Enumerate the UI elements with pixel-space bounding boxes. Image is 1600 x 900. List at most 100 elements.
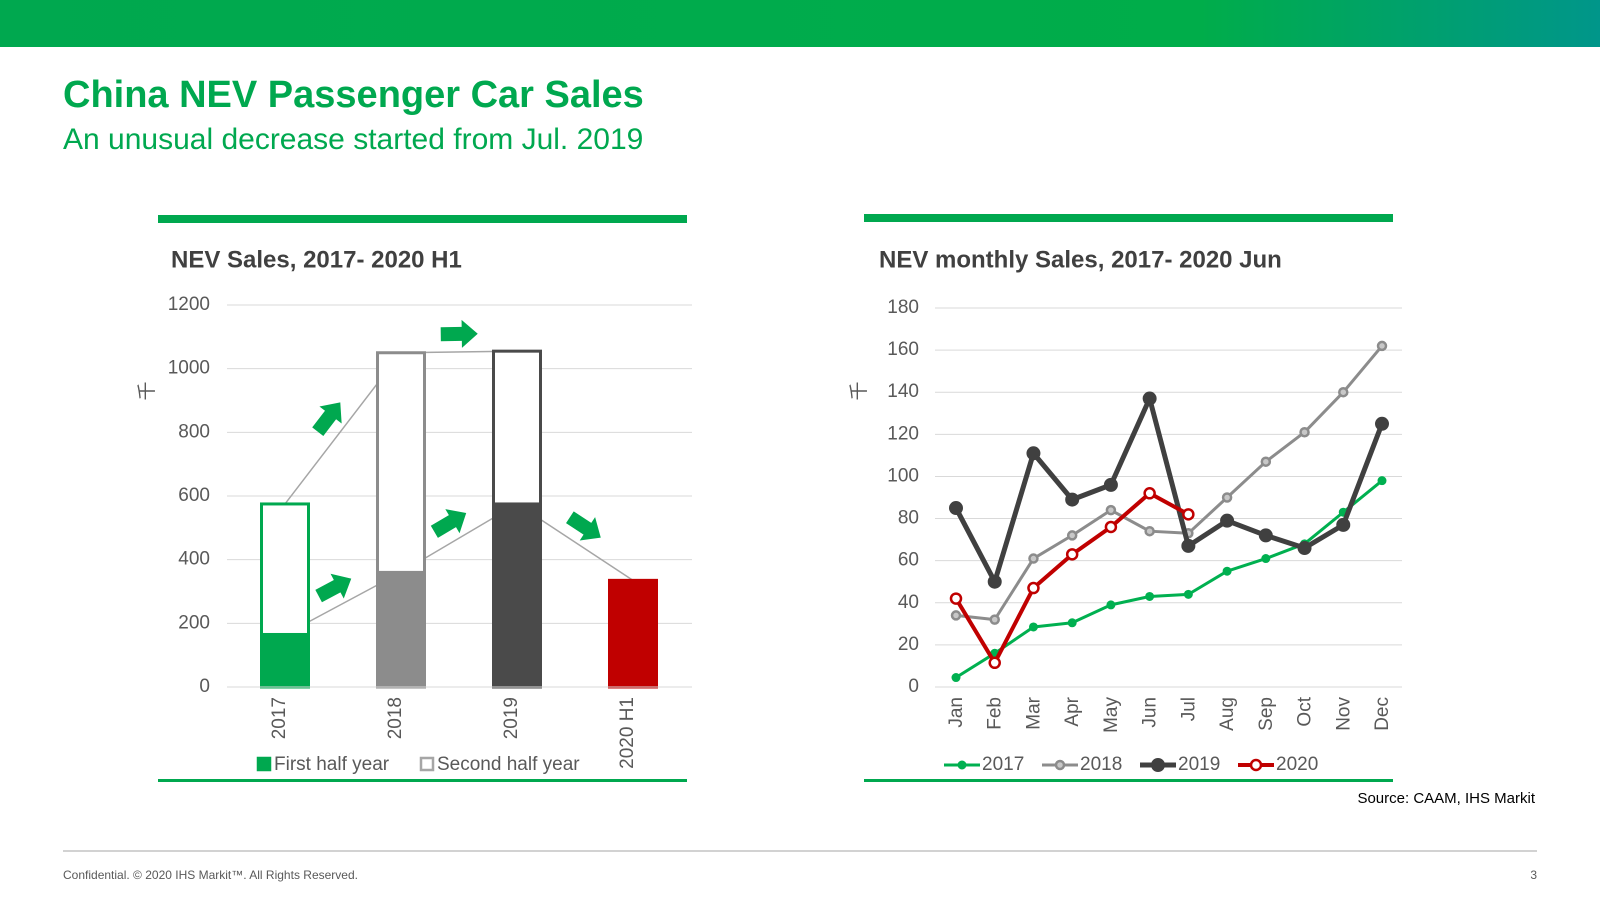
x-tick-label: 2019 bbox=[501, 697, 522, 739]
series-marker bbox=[1182, 508, 1195, 521]
y-tick-label: 60 bbox=[898, 550, 919, 571]
series-marker bbox=[1299, 426, 1310, 438]
series-marker bbox=[1142, 391, 1157, 406]
series-marker bbox=[1067, 618, 1077, 628]
trend-arrow bbox=[566, 511, 601, 541]
bar-segment bbox=[376, 570, 426, 689]
slide-title: China NEV Passenger Car Sales bbox=[63, 74, 644, 116]
x-tick-label: 2017 bbox=[269, 697, 290, 739]
trend-arrow bbox=[315, 573, 352, 603]
series-marker bbox=[989, 614, 1000, 625]
series-marker bbox=[1143, 487, 1156, 500]
panel-rule bbox=[864, 214, 1393, 222]
bar-segment bbox=[376, 351, 426, 574]
y-axis-label: 千 bbox=[848, 381, 870, 400]
series-marker bbox=[951, 673, 961, 683]
y-tick-label: 140 bbox=[887, 381, 919, 402]
series-marker bbox=[950, 610, 962, 621]
panel-rule bbox=[158, 215, 687, 223]
source-note: Source: CAAM, IHS Markit bbox=[1357, 790, 1535, 807]
y-tick-label: 80 bbox=[898, 508, 919, 529]
series-marker bbox=[1104, 520, 1118, 534]
series-marker bbox=[987, 574, 1002, 589]
top-banner bbox=[0, 0, 1600, 47]
legend-swatch bbox=[419, 756, 435, 772]
series-marker bbox=[1103, 477, 1118, 492]
y-tick-label: 20 bbox=[898, 634, 919, 655]
series-marker bbox=[1144, 525, 1155, 537]
series-marker bbox=[1183, 589, 1193, 599]
legend-marker bbox=[1054, 759, 1066, 771]
line-chart: NEV monthly Sales, 2017- 2020 Jun 0 20 40 60… bbox=[848, 246, 1402, 775]
y-axis-label: 千 bbox=[136, 381, 158, 400]
legend-label: 2018 bbox=[1080, 754, 1122, 775]
series-marker bbox=[1066, 530, 1078, 541]
series-marker bbox=[1106, 600, 1116, 610]
series-marker bbox=[1375, 416, 1389, 431]
y-tick-label: 0 bbox=[908, 676, 919, 697]
series-line bbox=[953, 396, 1385, 585]
series-marker bbox=[1221, 492, 1233, 503]
bar-segment bbox=[492, 502, 542, 689]
legend-marker bbox=[1249, 758, 1263, 772]
series-marker bbox=[1258, 528, 1273, 543]
x-tick-label: 2020 H1 bbox=[617, 697, 638, 769]
y-tick-label: 400 bbox=[178, 549, 210, 570]
x-tick-label: Nov bbox=[1333, 697, 1354, 731]
series-marker bbox=[988, 656, 1001, 670]
legend-label: First half year bbox=[274, 754, 390, 775]
bar-chart: NEV Sales, 2017- 2020 H1 0 200 400 600 800 100… bbox=[136, 246, 692, 775]
series-line bbox=[955, 344, 1384, 622]
y-tick-label: 120 bbox=[887, 423, 919, 444]
series-marker bbox=[1261, 554, 1271, 564]
x-tick-label: Aug bbox=[1217, 697, 1238, 731]
series-marker bbox=[1028, 622, 1038, 632]
legend-marker bbox=[1151, 758, 1165, 772]
legend-label: 2019 bbox=[1178, 754, 1220, 775]
x-tick-label: Oct bbox=[1295, 696, 1316, 726]
y-tick-label: 1000 bbox=[168, 358, 210, 379]
series-marker bbox=[1065, 492, 1080, 507]
chart-title: NEV monthly Sales, 2017- 2020 Jun bbox=[879, 246, 1282, 273]
bar-segment bbox=[260, 502, 310, 636]
series-marker bbox=[1065, 548, 1079, 561]
bar-segment bbox=[608, 578, 658, 689]
bar-segment bbox=[492, 349, 542, 506]
x-tick-label: Apr bbox=[1062, 696, 1083, 726]
x-tick-label: May bbox=[1101, 697, 1122, 733]
y-tick-label: 1200 bbox=[168, 294, 210, 315]
connector-line bbox=[284, 503, 634, 636]
trend-arrow bbox=[440, 319, 478, 348]
y-tick-label: 200 bbox=[178, 612, 210, 633]
y-tick-label: 40 bbox=[898, 592, 919, 613]
x-tick-label: Sep bbox=[1256, 697, 1277, 731]
trend-arrow bbox=[430, 509, 467, 538]
legend-label: Second half year bbox=[437, 754, 580, 775]
series-marker bbox=[1220, 513, 1235, 528]
series-marker bbox=[1297, 541, 1312, 556]
y-tick-label: 0 bbox=[199, 676, 210, 697]
series-marker bbox=[1027, 581, 1040, 595]
y-tick-label: 160 bbox=[887, 339, 919, 360]
series-marker bbox=[1377, 476, 1387, 486]
series-marker bbox=[949, 592, 963, 605]
chart-title: NEV Sales, 2017- 2020 H1 bbox=[171, 246, 462, 273]
panel-rule bbox=[158, 779, 687, 782]
footer-text: Confidential. © 2020 IHS Markit™. All Ri… bbox=[63, 868, 358, 882]
x-tick-label: Jun bbox=[1140, 697, 1161, 728]
series-marker bbox=[1376, 340, 1388, 352]
x-tick-label: Dec bbox=[1372, 697, 1393, 731]
page-number: 3 bbox=[1530, 868, 1537, 882]
trend-arrow bbox=[312, 402, 342, 436]
y-tick-label: 180 bbox=[887, 297, 919, 318]
y-tick-label: 800 bbox=[178, 421, 210, 442]
bar-segment bbox=[260, 632, 310, 689]
series-marker bbox=[1260, 456, 1272, 467]
y-tick-label: 100 bbox=[887, 465, 919, 486]
panel-rule bbox=[864, 779, 1393, 782]
series-marker bbox=[1338, 386, 1349, 398]
series-marker bbox=[1222, 566, 1232, 576]
series-line bbox=[955, 479, 1383, 679]
